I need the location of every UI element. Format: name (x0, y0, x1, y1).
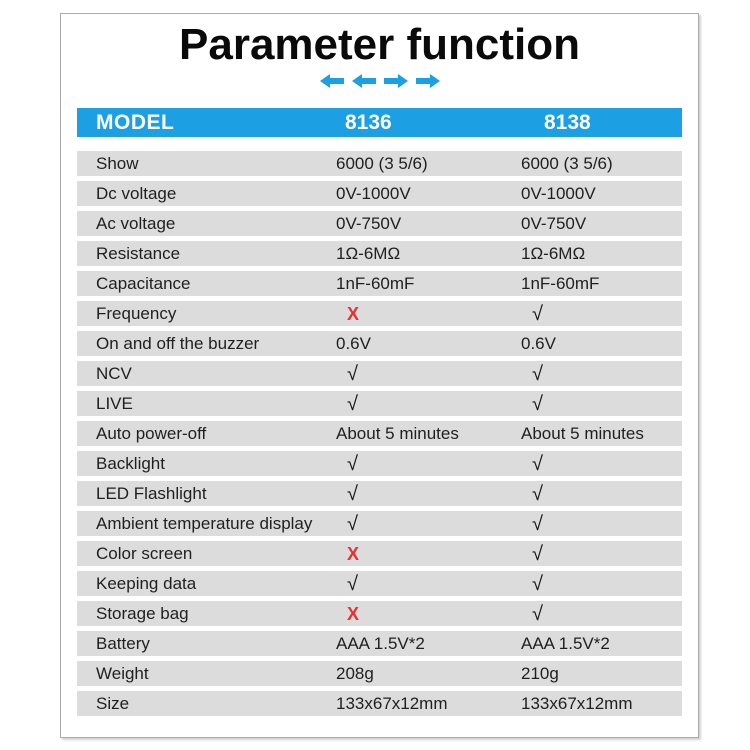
row-label: LED Flashlight (96, 483, 207, 503)
decor-arrows (77, 70, 682, 92)
table-row: Size 133x67x12mm 133x67x12mm (77, 691, 682, 716)
table-row: LIVE √ √ (77, 391, 682, 416)
table-row: Battery AAA 1.5V*2 AAA 1.5V*2 (77, 631, 682, 656)
row-value: 1Ω-6MΩ (521, 243, 586, 263)
table-row: Capacitance 1nF-60mF 1nF-60mF (77, 271, 682, 296)
row-value: About 5 minutes (336, 423, 459, 443)
check-mark-icon: √ (532, 542, 543, 565)
row-label: Show (96, 153, 139, 173)
check-mark-icon: √ (532, 362, 543, 385)
check-mark-icon: √ (532, 482, 543, 505)
row-label: Size (96, 693, 130, 713)
check-mark-icon: √ (347, 452, 358, 475)
row-value: 0.6V (521, 333, 556, 353)
row-label: NCV (96, 363, 132, 383)
row-value: 1nF-60mF (336, 273, 415, 293)
check-mark-icon: √ (532, 452, 543, 475)
check-mark-icon: √ (532, 302, 543, 325)
arrow-right-icon (415, 73, 440, 88)
check-mark-icon: √ (347, 482, 358, 505)
table-row: LED Flashlight √ √ (77, 481, 682, 506)
arrow-left-icon (319, 73, 344, 88)
row-label: Dc voltage (96, 183, 177, 203)
row-value: 6000 (3 5/6) (336, 153, 428, 173)
check-mark-icon: √ (347, 572, 358, 595)
row-label: Frequency (96, 303, 177, 323)
arrow-right-icon (383, 73, 408, 88)
row-value: 0V-750V (521, 213, 587, 233)
row-value: 208g (336, 663, 374, 683)
header-column-8136: 8136 (345, 110, 392, 134)
check-mark-icon: √ (532, 572, 543, 595)
table-row: Storage bag X √ (77, 601, 682, 626)
row-value: 0V-1000V (521, 183, 596, 203)
page-title: Parameter function (179, 20, 580, 69)
table-row: Resistance 1Ω-6MΩ 1Ω-6MΩ (77, 241, 682, 266)
check-mark-icon: √ (532, 512, 543, 535)
row-value: 6000 (3 5/6) (521, 153, 613, 173)
table-header-row: MODEL 8136 8138 (77, 108, 682, 137)
row-label: Weight (96, 663, 149, 683)
check-mark-icon: √ (347, 392, 358, 415)
check-mark-icon: √ (532, 392, 543, 415)
row-label: Capacitance (96, 273, 191, 293)
table-row: NCV √ √ (77, 361, 682, 386)
row-label: LIVE (96, 393, 133, 413)
table-row: Frequency X √ (77, 301, 682, 326)
row-label: Backlight (96, 453, 165, 473)
row-value: 0V-1000V (336, 183, 411, 203)
cross-mark-icon: X (347, 543, 360, 564)
row-label: Auto power-off (96, 423, 207, 443)
header-column-8138: 8138 (544, 110, 591, 134)
table-row: On and off the buzzer 0.6V 0.6V (77, 331, 682, 356)
row-value: AAA 1.5V*2 (336, 633, 425, 653)
table-row: Auto power-off About 5 minutes About 5 min… (77, 421, 682, 446)
row-label: Storage bag (96, 603, 189, 623)
spec-sheet: Parameter function MODEL 8136 8138 Show 6… (60, 13, 699, 738)
row-value: 133x67x12mm (336, 693, 448, 713)
check-mark-icon: √ (532, 602, 543, 625)
check-mark-icon: √ (347, 512, 358, 535)
header-model-label: MODEL (96, 110, 175, 134)
check-mark-icon: √ (347, 362, 358, 385)
row-label: Battery (96, 633, 150, 653)
row-value: 1nF-60mF (521, 273, 600, 293)
table-row: Dc voltage 0V-1000V 0V-1000V (77, 181, 682, 206)
cross-mark-icon: X (347, 303, 360, 324)
row-value: 1Ω-6MΩ (336, 243, 401, 263)
row-label: On and off the buzzer (96, 333, 260, 353)
row-value: 0V-750V (336, 213, 402, 233)
cross-mark-icon: X (347, 603, 360, 624)
row-value: 210g (521, 663, 559, 683)
table-row: Ac voltage 0V-750V 0V-750V (77, 211, 682, 236)
row-label: Ac voltage (96, 213, 176, 233)
row-label: Resistance (96, 243, 181, 263)
table-row: Backlight √ √ (77, 451, 682, 476)
spec-table-body: Show 6000 (3 5/6) 6000 (3 5/6) Dc voltage 0V… (77, 151, 682, 716)
row-value: About 5 minutes (521, 423, 644, 443)
arrow-left-icon (351, 73, 376, 88)
row-value: 133x67x12mm (521, 693, 633, 713)
table-row: Color screen X √ (77, 541, 682, 566)
row-label: Keeping data (96, 573, 197, 593)
table-row: Show 6000 (3 5/6) 6000 (3 5/6) (77, 151, 682, 176)
row-value: 0.6V (336, 333, 371, 353)
table-row: Ambient temperature display √ √ (77, 511, 682, 536)
table-row: Keeping data √ √ (77, 571, 682, 596)
row-value: AAA 1.5V*2 (521, 633, 610, 653)
table-row: Weight 208g 210g (77, 661, 682, 686)
row-label: Ambient temperature display (96, 513, 313, 533)
row-label: Color screen (96, 543, 193, 563)
